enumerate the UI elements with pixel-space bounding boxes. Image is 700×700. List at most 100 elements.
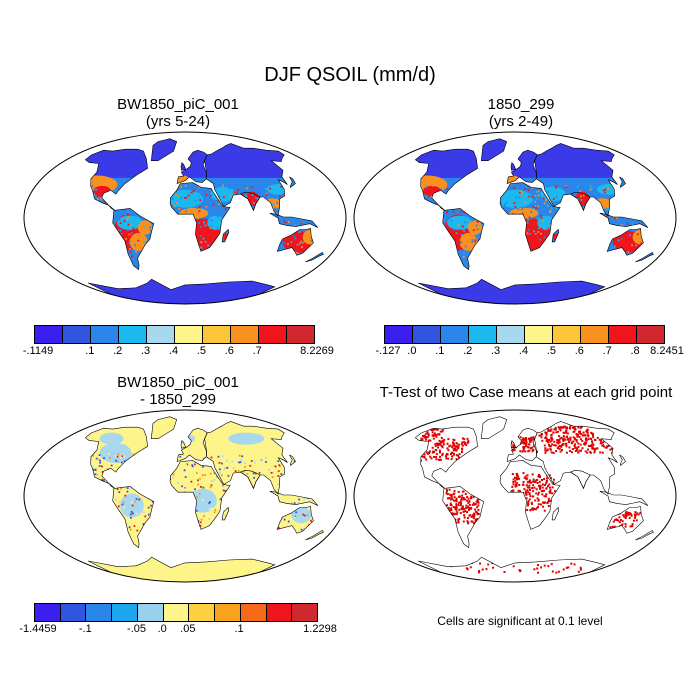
colorbar-tick-label: -.1149 [22,345,54,357]
colorbar-tick-label: .1 [85,345,95,357]
coastline-australia [276,228,314,256]
panel-title-top-right-line2: (yrs 2-49) [488,113,554,130]
colorbar-tick-label: .3 [141,345,151,357]
map-border [353,409,677,583]
coastline-greenland [150,138,178,161]
colorbar-tick-label: -.1 [78,623,92,635]
map-panel-bottom-left [23,409,347,583]
panel-title-bottom-left-line2: - 1850_299 [140,391,216,408]
colorbar-swatch [147,326,175,343]
map-border [353,131,677,305]
coastline-australia [606,228,644,256]
colorbar-swatch [63,326,91,343]
coastline-australia [606,506,644,534]
colorbar-swatch [266,604,293,621]
colorbar-swatch [609,326,637,343]
colorbar-swatch [189,604,216,621]
significance-note: Cells are significant at 0.1 level [437,614,603,628]
coastline-southAmerica [442,486,485,549]
map-panel-top-right [353,131,677,305]
map-panel-bottom-right [353,409,677,583]
panel-title-top-left-line2: (yrs 5-24) [145,113,211,130]
colorbar-swatch [553,326,581,343]
panel-title-top-right: 1850_299 (yrs 2-49) [406,96,636,130]
colorbar-swatch [163,604,190,621]
colorbar-bottom-left [34,603,318,622]
coastline-greenland [150,416,178,439]
colorbar-tick-label: .6 [574,345,584,357]
map-panel-top-left [23,131,347,305]
colorbar-swatch [581,326,609,343]
colorbar-tick-label: .2 [113,345,123,357]
coastline-indonesia [599,212,649,228]
colorbar-swatch [60,604,87,621]
colorbar-swatch [413,326,441,343]
coastline-india [239,469,261,490]
coastline-uk [180,439,187,449]
coastline-africa [499,460,561,530]
colorbar-tick-label: .8 [630,345,640,357]
colorbar-tick-label: .4 [168,345,179,357]
panel-title-bottom-left: BW1850_piC_001 - 1850_299 [63,374,293,408]
colorbar-swatch [259,326,287,343]
coastline-nz [635,251,654,263]
colorbar-swatch [35,604,61,621]
coastline-africa [169,460,231,530]
colorbar-tick-label: .1 [234,623,244,635]
coastline-greenland [480,138,508,161]
coastline-madagascar [551,506,560,521]
colorbar-tick-label: .5 [546,345,556,357]
colorbar-swatch [292,604,318,621]
coastline-indonesia [599,490,649,506]
colorbar-tick-label: .3 [491,345,501,357]
coastline-uk [510,161,517,171]
colorbar-swatch [385,326,413,343]
colorbar-swatch [525,326,553,343]
coastline-europe [506,427,538,463]
coastline-indonesia [269,490,319,506]
coastline-indonesia [269,212,319,228]
colorbar-tick-label: .4 [518,345,529,357]
colorbar-swatch [637,326,664,343]
coastline-uk [510,439,517,449]
colorbar-swatch [137,604,164,621]
colorbar-tick-label: .0 [407,345,417,357]
colorbar-swatch [175,326,203,343]
coastline-southAmerica [442,208,485,271]
colorbar-swatch [469,326,497,343]
coastline-japan [289,454,296,467]
colorbar-tick-label: .5 [196,345,206,357]
coastline-india [239,191,261,212]
coastline-africa [499,182,561,252]
coastline-india [569,469,591,490]
panel-title-bottom-right: T-Test of two Case means at each grid po… [379,384,673,401]
coastline-europe [176,149,208,185]
colorbar-swatch [215,604,241,621]
coastline-europe [176,427,208,463]
map-border [23,409,347,583]
panel-title-top-left-line1: BW1850_piC_001 [117,96,239,113]
coastline-nz [635,529,654,541]
coastline-japan [289,176,296,189]
coastline-northAmerica [84,426,148,489]
coastline-northAmerica [414,426,478,489]
colorbar-swatch [203,326,231,343]
panel-title-top-left: BW1850_piC_001 (yrs 5-24) [63,96,293,130]
colorbar-tick-label: -.127 [375,345,401,357]
colorbar-tick-label: .7 [602,345,612,357]
colorbar-tick-label: 1.2298 [303,623,337,635]
colorbar-tick-label: .6 [224,345,234,357]
coastline-madagascar [551,228,560,243]
panel-title-bottom-left-line1: BW1850_piC_001 [117,374,239,391]
colorbar-swatch [287,326,314,343]
colorbar-swatch [497,326,525,343]
colorbar-swatch [441,326,469,343]
colorbar-swatch [91,326,119,343]
map-border [23,131,347,305]
colorbar-tick-label: .7 [252,345,262,357]
colorbar-tick-label: .0 [157,623,167,635]
colorbar-top-left [34,325,315,344]
coastline-uk [180,161,187,171]
colorbar-tick-label: -.05 [127,623,147,635]
coastline-europe [506,149,538,185]
